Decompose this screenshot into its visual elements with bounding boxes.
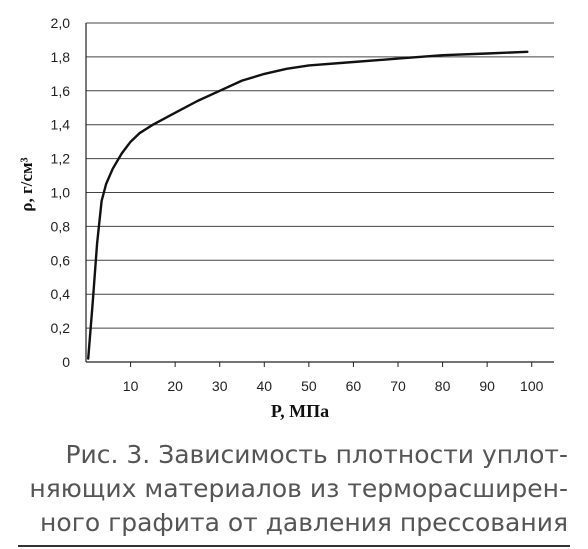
density-curve (86, 50, 529, 360)
y-tick-label: 1,0 (51, 185, 71, 201)
x-axis-label: P, МПа (271, 401, 329, 421)
figure-caption: Рис. 3. Зависимость плотности уплот- няю… (20, 438, 568, 540)
x-tick-label: 40 (256, 378, 272, 394)
y-tick-label: 1,4 (51, 117, 71, 133)
y-tick-label: 1,8 (51, 49, 71, 65)
x-tick-label: 60 (346, 378, 362, 394)
y-tick-label: 1,6 (51, 83, 71, 99)
y-tick-label: 2,0 (51, 15, 71, 31)
y-tick-label: 0,8 (51, 218, 71, 234)
y-tick-label: 0 (62, 354, 70, 370)
x-tick-label: 30 (212, 378, 228, 394)
tick-labels: 0 0,2 0,4 0,6 0,8 1,0 1,2 1,4 1,6 1,8 2,0 10 20 30 40 5… (51, 15, 544, 394)
x-tick-label: 50 (301, 378, 317, 394)
y-tick-label: 0,4 (51, 286, 71, 302)
axes (85, 23, 554, 367)
caption-underline (18, 545, 570, 547)
series (86, 50, 529, 360)
axis-titles: ρ, г/см³ P, МПа (17, 157, 329, 421)
y-tick-label: 1,2 (51, 151, 71, 167)
x-tick-label: 80 (435, 378, 451, 394)
grid (86, 22, 554, 329)
caption-line: ного графита от давления прессования (40, 508, 568, 537)
x-tick-label: 100 (520, 378, 544, 394)
y-tick-label: 0,2 (51, 320, 71, 336)
x-tick-label: 10 (123, 378, 139, 394)
caption-line: Рис. 3. Зависимость плотности уплот- (65, 440, 568, 469)
caption-line: няющих материалов из терморасширен- (29, 474, 568, 503)
x-tick-label: 90 (479, 378, 495, 394)
y-tick-label: 0,6 (51, 252, 71, 268)
x-tick-label: 70 (390, 378, 406, 394)
y-axis-label: ρ, г/см³ (17, 157, 36, 211)
density-pressure-chart: 0 0,2 0,4 0,6 0,8 1,0 1,2 1,4 1,6 1,8 2,0 10 20 30 40 5… (17, 15, 554, 421)
x-tick-label: 20 (167, 378, 183, 394)
